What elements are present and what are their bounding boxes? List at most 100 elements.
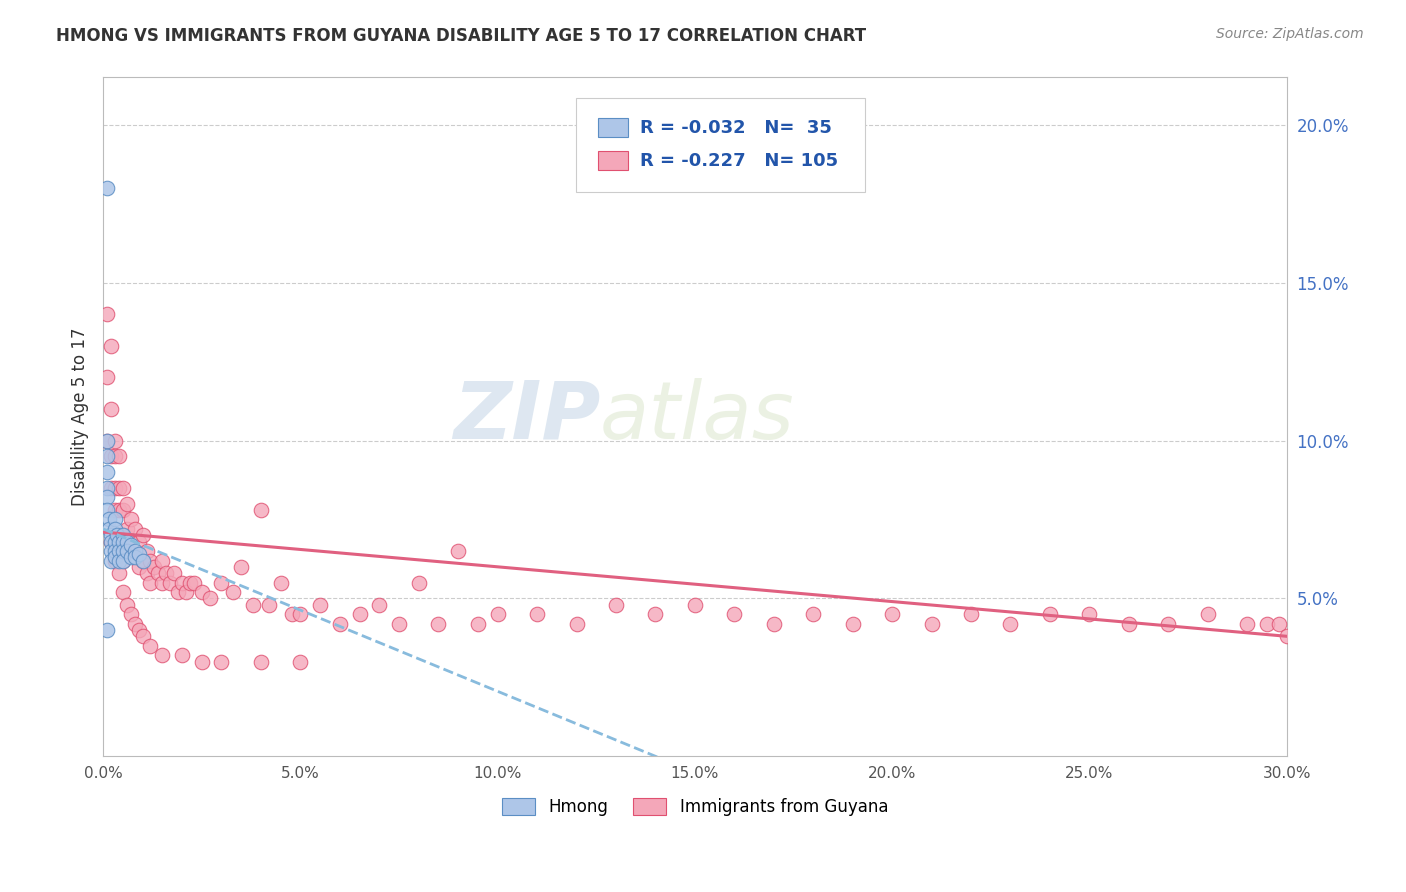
Point [115,544,138,558]
Point [100,401,122,416]
Point [124,544,146,558]
Point [111,553,134,567]
Point [111,503,134,517]
Point [104,434,127,448]
Point [644,607,666,622]
Point [408,575,430,590]
Point [104,503,127,517]
Point [1275,629,1298,643]
Point [111,553,134,567]
Point [131,553,153,567]
Point [111,585,134,599]
Point [231,559,253,574]
Point [170,648,193,663]
Text: Source: ZipAtlas.com: Source: ZipAtlas.com [1216,27,1364,41]
Point [290,655,312,669]
Point [124,616,146,631]
Point [222,585,245,599]
Point [108,534,131,549]
Point [104,522,127,536]
Point [128,534,150,549]
Point [131,629,153,643]
Point [111,528,134,542]
Point [96,491,118,505]
Point [128,547,150,561]
Point [427,616,450,631]
Point [841,616,863,631]
Point [139,553,162,567]
Point [96,623,118,637]
Point [100,481,122,495]
Point [211,655,233,669]
Point [104,550,127,565]
Point [526,607,548,622]
Point [111,481,134,495]
Point [170,575,193,590]
Point [148,566,170,581]
Point [96,307,118,321]
Point [163,566,186,581]
Point [447,544,470,558]
Point [190,655,212,669]
Point [108,450,131,464]
Point [105,528,128,542]
Point [108,553,131,567]
Point [257,598,280,612]
Text: R = -0.032   N=  35: R = -0.032 N= 35 [640,119,831,136]
Point [190,585,212,599]
Point [150,648,173,663]
Point [108,566,131,581]
Point [486,607,509,622]
Point [150,575,173,590]
Point [104,481,127,495]
Point [104,512,127,526]
Point [135,544,157,558]
Point [111,528,134,542]
Point [179,575,201,590]
Point [882,607,904,622]
Point [723,607,745,622]
Point [100,528,122,542]
Point [467,616,489,631]
Point [115,522,138,536]
Point [131,553,153,567]
Point [683,598,706,612]
Point [801,607,824,622]
Point [120,550,142,565]
Point [115,497,138,511]
Point [120,607,142,622]
Point [128,559,150,574]
Point [108,481,131,495]
Point [131,528,153,542]
Point [115,598,138,612]
Point [1000,616,1022,631]
Point [211,575,233,590]
Point [96,434,118,448]
Point [1197,607,1219,622]
Point [281,607,304,622]
Point [100,553,122,567]
Point [605,598,627,612]
Point [108,503,131,517]
Point [104,450,127,464]
Point [115,534,138,549]
Point [1039,607,1062,622]
Point [290,607,312,622]
Point [100,544,122,558]
Point [115,544,138,558]
Point [150,553,173,567]
Point [1267,616,1289,631]
Point [242,598,264,612]
Point [960,607,983,622]
Point [108,528,131,542]
Point [198,591,221,606]
Point [111,544,134,558]
Point [98,512,121,526]
Y-axis label: Disability Age 5 to 17: Disability Age 5 to 17 [72,327,89,506]
Point [108,544,131,558]
Point [100,534,122,549]
Point [762,616,785,631]
Point [96,450,118,464]
Point [270,575,292,590]
Point [309,598,332,612]
